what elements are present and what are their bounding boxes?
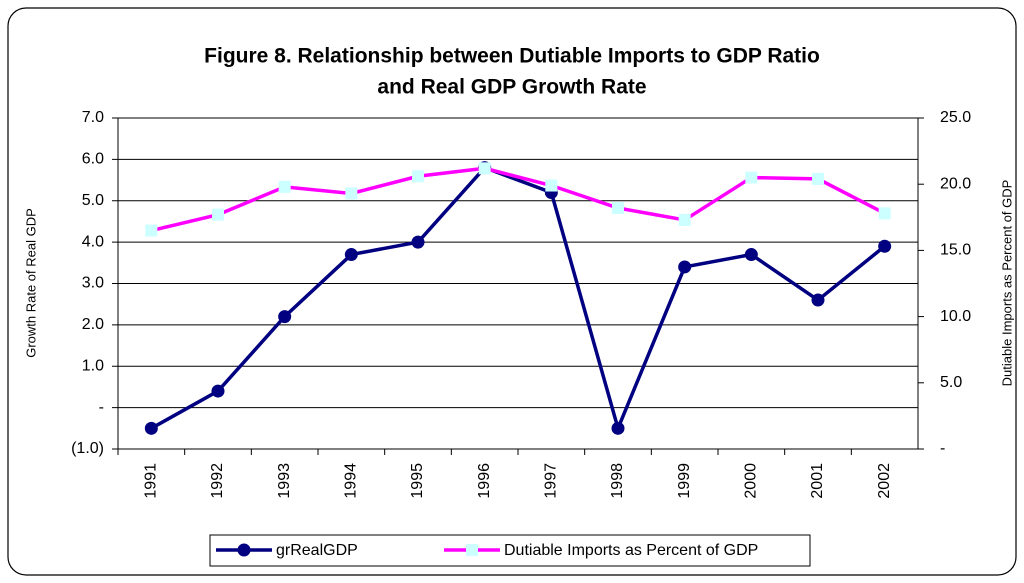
y-tick-label: - <box>99 399 104 416</box>
data-point <box>211 384 225 398</box>
x-tick-label: 1996 <box>476 463 493 499</box>
data-point <box>278 180 291 193</box>
y2-tick-label: 20.0 <box>940 175 971 192</box>
y-tick-label: 7.0 <box>82 109 104 126</box>
y-tick-label: (1.0) <box>71 440 104 457</box>
data-point <box>611 421 625 435</box>
y-tick-label: 1.0 <box>82 357 104 374</box>
legend-label: grRealGDP <box>276 542 358 559</box>
data-point <box>145 224 158 237</box>
data-point <box>278 310 292 324</box>
x-tick-label: 2000 <box>743 463 760 499</box>
data-point <box>411 235 425 249</box>
data-point <box>878 207 891 220</box>
x-tick-label: 2002 <box>876 463 893 499</box>
series-line <box>150 166 886 233</box>
x-tick-label: 1992 <box>209 463 226 499</box>
y-tick-label: 6.0 <box>82 151 104 168</box>
y-tick-label: 2.0 <box>82 316 104 333</box>
y-tick-label: 5.0 <box>82 192 104 209</box>
y-tick-label: 3.0 <box>82 275 104 292</box>
x-tick-label: 1991 <box>143 463 160 499</box>
data-point <box>878 239 892 253</box>
legend-marker <box>237 543 251 557</box>
y2-tick-label: 10.0 <box>940 308 971 325</box>
y2-tick-label: - <box>940 440 945 457</box>
chart-border <box>7 7 1017 576</box>
series-line <box>150 165 886 434</box>
data-point <box>478 162 491 175</box>
x-tick-label: 2001 <box>809 463 826 499</box>
data-point <box>811 293 825 307</box>
legend-marker <box>466 544 478 556</box>
data-point <box>212 208 224 221</box>
data-point <box>678 260 692 274</box>
x-tick-label: 1999 <box>676 463 693 499</box>
data-point <box>678 213 691 226</box>
chart-subtitle: and Real GDP Growth Rate <box>377 76 646 99</box>
data-point <box>745 171 758 184</box>
data-point <box>812 172 824 185</box>
y2-tick-label: 5.0 <box>940 374 962 391</box>
x-tick-label: 1995 <box>409 463 426 499</box>
data-point <box>344 248 358 262</box>
y2-axis-title: Dutiable Imports as Percent of GDP <box>999 180 1014 387</box>
data-point <box>345 187 358 200</box>
y-axis-title: Growth Rate of Real GDP <box>23 208 38 358</box>
y2-tick-label: 25.0 <box>940 109 971 126</box>
data-point <box>744 248 758 262</box>
data-point <box>545 179 558 192</box>
data-point <box>412 170 424 183</box>
legend-label: Dutiable Imports as Percent of GDP <box>504 542 758 559</box>
x-tick-label: 1998 <box>609 463 626 499</box>
y2-tick-label: 15.0 <box>940 242 971 259</box>
legend-box <box>209 534 811 567</box>
y-tick-label: 4.0 <box>82 233 104 250</box>
data-point <box>612 202 624 215</box>
x-tick-label: 1993 <box>276 463 293 499</box>
data-point <box>144 421 158 435</box>
x-tick-label: 1997 <box>543 463 560 499</box>
chart-title: Figure 8. Relationship between Dutiable … <box>204 45 820 68</box>
x-tick-label: 1994 <box>343 463 360 499</box>
